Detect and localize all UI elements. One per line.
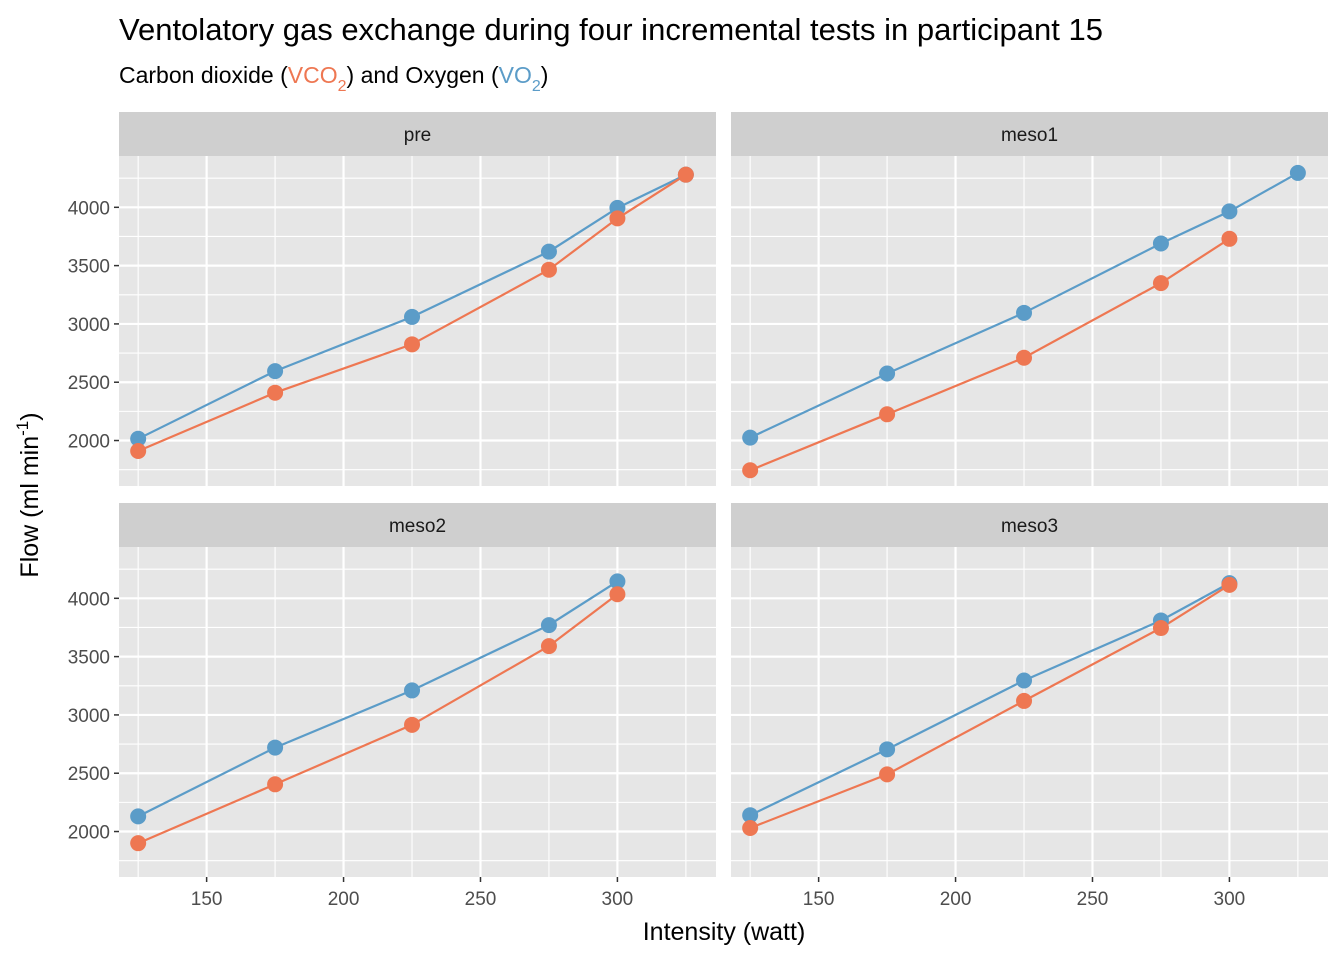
strip-meso1: [731, 112, 1328, 156]
vco2-point: [677, 166, 694, 183]
vo2-point: [1016, 304, 1033, 321]
vo2-point: [742, 807, 759, 824]
strip-meso3: [731, 503, 1328, 547]
vo2-point: [267, 363, 284, 380]
x-tick-label: 250: [1077, 889, 1109, 910]
vco2-point: [1016, 349, 1033, 366]
vco2-point: [879, 766, 896, 783]
y-axis-title-suffix: ): [16, 412, 44, 420]
panel-pre: pre 2000 2500 3000 3500 4000: [68, 112, 716, 486]
vo2-point: [267, 739, 284, 756]
vo2-point: [540, 243, 557, 260]
y-tick-label: 2000: [68, 432, 110, 453]
x-tick-label: 200: [940, 889, 972, 910]
subtitle-prefix: Carbon dioxide (: [119, 62, 288, 88]
panel-meso1: meso1: [731, 112, 1328, 486]
vco2-point: [609, 210, 626, 227]
vo2-point: [742, 429, 759, 446]
vco2-point: [742, 462, 759, 479]
vo2-line-pre: [137, 173, 687, 440]
vco2-point: [267, 384, 284, 401]
vco2-point: [540, 638, 557, 655]
vo2-point: [130, 808, 147, 825]
vco2-point: [130, 835, 147, 852]
vo2-point: [404, 308, 421, 325]
vo2-point: [130, 430, 147, 447]
x-tick-label: 250: [465, 889, 497, 910]
vco2-point: [404, 336, 421, 353]
chart-title: Ventolatory gas exchange during four inc…: [119, 12, 1103, 47]
x-tick-label: 150: [191, 889, 223, 910]
vo2-line-meso1: [749, 171, 1299, 439]
vco2-point: [1152, 275, 1169, 292]
strip-pre: [119, 112, 716, 156]
panel-meso3: meso3 150 200 250 300: [731, 503, 1328, 910]
y-tick-label: 4000: [68, 589, 110, 610]
x-tick-label: 200: [328, 889, 360, 910]
strip-label-meso3: meso3: [1001, 516, 1058, 537]
y-tick-label: 2500: [68, 764, 110, 785]
vco2-line-pre: [137, 173, 687, 453]
vco2-point: [130, 443, 147, 460]
subtitle-suffix: ): [541, 62, 549, 88]
vco2-point: [267, 776, 284, 793]
vco2-point: [404, 716, 421, 733]
strip-label-meso1: meso1: [1001, 125, 1058, 146]
panel-background-meso2: [119, 547, 716, 877]
y-tick-label: 3000: [68, 706, 110, 727]
y-axis-title-main: Flow (ml min: [16, 436, 44, 578]
x-tick-label: 300: [1214, 889, 1246, 910]
y-tick-label: 2000: [68, 823, 110, 844]
subtitle-middle: ) and Oxygen (: [347, 62, 499, 88]
x-tick-label: 150: [803, 889, 835, 910]
y-tick-label: 4000: [68, 198, 110, 219]
vo2-point: [1152, 235, 1169, 252]
y-tick-label: 2500: [68, 373, 110, 394]
y-tick-label: 3000: [68, 315, 110, 336]
strip-label-meso2: meso2: [389, 516, 446, 537]
vo2-point: [540, 617, 557, 634]
facet-panels: pre 2000 2500 3000 3500 4000 meso1 meso2 2000 250…: [68, 112, 1328, 910]
chart-subtitle: Carbon dioxide (VCO2) and Oxygen (VO2): [119, 62, 548, 95]
y-tick-label: 3500: [68, 257, 110, 278]
subtitle-vo2-sub: 2: [532, 78, 541, 95]
vco2-point: [1016, 692, 1033, 709]
subtitle-vo2: VO: [499, 62, 532, 88]
strip-label-pre: pre: [404, 125, 431, 146]
subtitle-vco2-sub: 2: [338, 78, 347, 95]
vco2-point: [1221, 230, 1238, 247]
panel-meso2: meso2 2000 2500 3000 3500 4000 150 200 250 300: [68, 503, 716, 910]
vo2-point: [609, 573, 626, 590]
vo2-point: [879, 365, 896, 382]
vo2-point: [1016, 672, 1033, 689]
vco2-point: [1221, 576, 1238, 593]
y-axis-title: Flow (ml min-1): [13, 412, 44, 577]
y-tick-label: 3500: [68, 648, 110, 669]
vo2-point: [404, 682, 421, 699]
subtitle-vco2: VCO: [288, 62, 338, 88]
vco2-point: [879, 406, 896, 423]
strip-meso2: [119, 503, 716, 547]
x-tick-label: 300: [602, 889, 634, 910]
vco2-point: [742, 820, 759, 837]
vco2-point: [540, 261, 557, 278]
vo2-point: [1289, 164, 1306, 181]
vco2-point: [1152, 620, 1169, 637]
panel-background-meso3: [731, 547, 1328, 877]
vco2-point: [609, 586, 626, 603]
vo2-point: [879, 741, 896, 758]
x-axis-title: Intensity (watt): [643, 918, 806, 946]
y-axis-title-sup: -1: [13, 421, 32, 436]
vo2-point: [1221, 203, 1238, 220]
